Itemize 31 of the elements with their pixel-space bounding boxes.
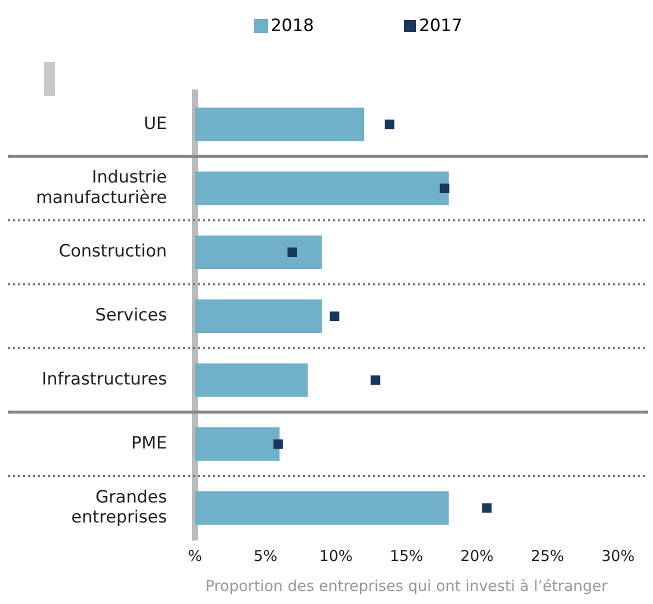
point bbox=[273, 439, 283, 449]
x-tick-label: 25% bbox=[530, 546, 564, 565]
x-tick-label: 30% bbox=[601, 546, 635, 565]
x-tick-label: 15% bbox=[390, 546, 424, 565]
legend-label: 2018 bbox=[270, 16, 314, 36]
bar bbox=[194, 108, 364, 142]
y-tick-label: Services bbox=[95, 306, 168, 326]
bar bbox=[194, 172, 449, 206]
point bbox=[288, 248, 298, 257]
x-axis-title: Proportion des entreprises qui ont investi à l’étranger bbox=[205, 576, 608, 595]
bar bbox=[194, 491, 449, 525]
y-tick-label: Grandes entreprises bbox=[71, 487, 168, 528]
x-tick-label: 20% bbox=[460, 546, 494, 565]
y-tick-label: Construction bbox=[58, 242, 167, 262]
x-tick-label: % bbox=[188, 546, 202, 565]
bar bbox=[194, 235, 322, 270]
legend-label: 2017 bbox=[419, 16, 462, 36]
point bbox=[330, 311, 340, 321]
y-tick-label: PME bbox=[131, 434, 167, 454]
x-tick-label: 5% bbox=[254, 546, 278, 565]
point bbox=[482, 503, 492, 513]
point bbox=[384, 120, 394, 130]
y-tick-label: Infrastructures bbox=[42, 370, 168, 390]
y-tick-label: Industrie manufacturière bbox=[36, 168, 167, 208]
y-tick-label: UE bbox=[144, 114, 167, 134]
x-tick-label: 10% bbox=[319, 546, 353, 565]
bar bbox=[194, 427, 280, 461]
point bbox=[440, 184, 450, 194]
bar bbox=[194, 363, 308, 397]
point bbox=[370, 375, 380, 385]
bar bbox=[194, 299, 322, 333]
